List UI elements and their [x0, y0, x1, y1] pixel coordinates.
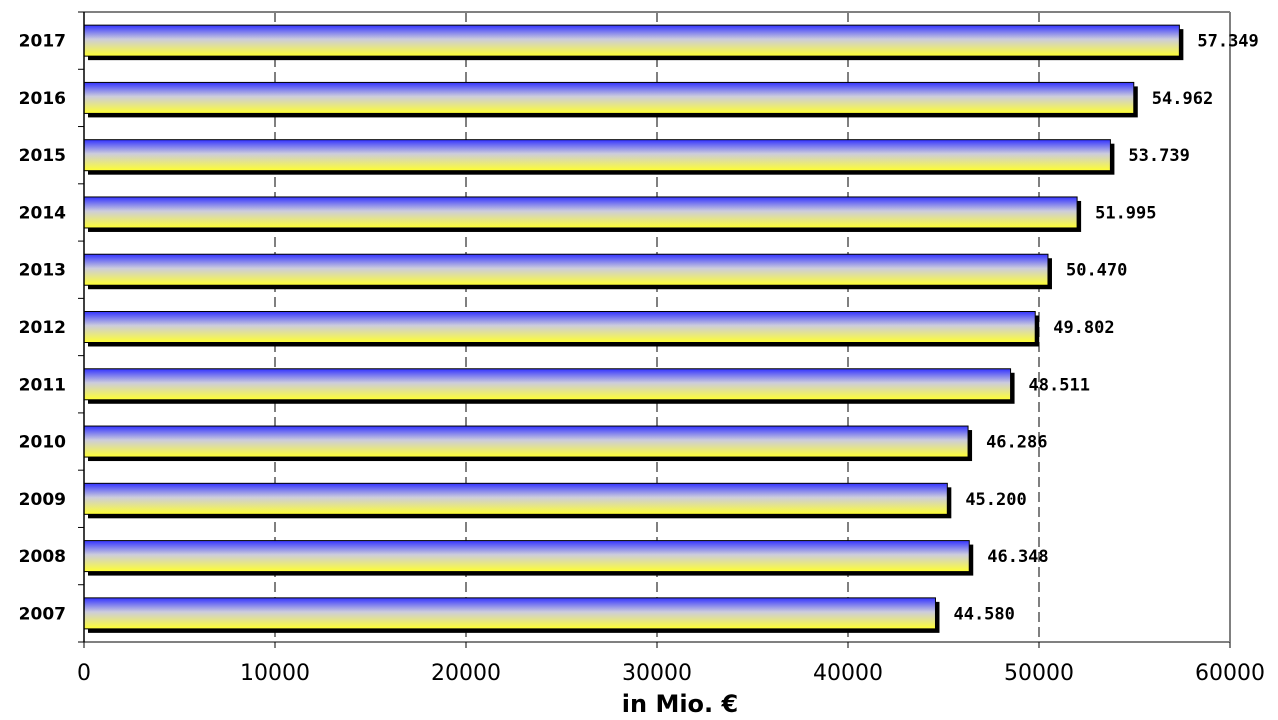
labels: 2017 2016 2015 2014 2013 2012 2011 2010 2009 2008…: [19, 32, 1265, 686]
category-label-2013: 2013: [19, 261, 66, 281]
value-label-2011: 48.511: [1029, 375, 1090, 395]
x-axis-title: in Mio. €: [622, 690, 738, 718]
bar-2013: [83, 253, 1049, 286]
value-label-2015: 53.739: [1128, 146, 1189, 166]
x-tick-label-40000: 40000: [813, 661, 883, 686]
value-label-2010: 46.286: [986, 433, 1047, 453]
category-label-2009: 2009: [19, 490, 66, 510]
x-tick-label-0: 0: [77, 661, 91, 686]
value-label-2008: 46.348: [987, 547, 1048, 567]
plot-frame: [78, 11, 1231, 648]
bar-2015: [83, 139, 1111, 172]
category-label-2008: 2008: [19, 547, 66, 567]
x-tick-label-50000: 50000: [1004, 661, 1074, 686]
bars: [83, 24, 1184, 633]
bar-2009: [83, 482, 948, 515]
value-label-2014: 51.995: [1095, 203, 1156, 223]
category-label-2016: 2016: [19, 89, 66, 109]
x-tick-label-30000: 30000: [622, 661, 692, 686]
value-label-2013: 50.470: [1066, 261, 1127, 281]
category-label-2015: 2015: [19, 146, 66, 166]
x-tick-label-10000: 10000: [240, 661, 310, 686]
x-tick-label-20000: 20000: [431, 661, 501, 686]
category-label-2012: 2012: [19, 318, 66, 338]
category-label-2010: 2010: [19, 433, 66, 453]
value-label-2012: 49.802: [1053, 318, 1114, 338]
category-label-2007: 2007: [19, 604, 66, 624]
value-label-2016: 54.962: [1152, 89, 1213, 109]
bar-2008: [83, 540, 970, 573]
bar-2011: [83, 368, 1012, 401]
bar-2007: [83, 597, 936, 630]
bar-2016: [83, 81, 1135, 114]
value-label-2009: 45.200: [965, 490, 1026, 510]
x-tick-label-60000: 60000: [1195, 661, 1265, 686]
bar-2010: [83, 425, 969, 458]
bar-2012: [83, 311, 1036, 343]
value-label-2017: 57.349: [1197, 32, 1258, 52]
bar-2017: [83, 24, 1180, 57]
bar-2014: [83, 196, 1078, 229]
category-label-2011: 2011: [19, 375, 66, 395]
category-label-2017: 2017: [19, 32, 66, 52]
category-label-2014: 2014: [19, 203, 66, 223]
value-label-2007: 44.580: [953, 604, 1014, 624]
